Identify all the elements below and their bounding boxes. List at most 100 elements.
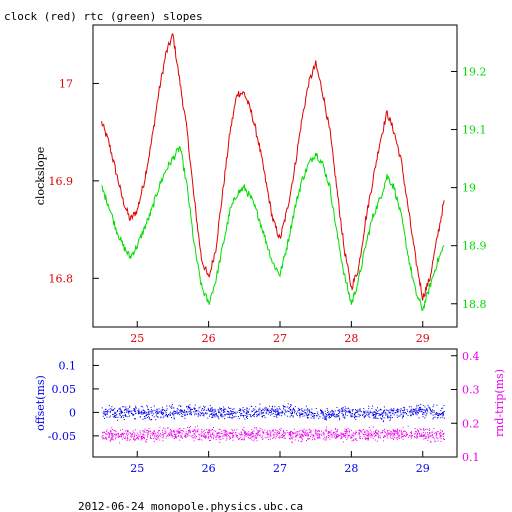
- scatter-point-rnd-trip: [207, 431, 209, 433]
- scatter-point-offset: [211, 407, 213, 409]
- scatter-point-rnd-trip: [177, 430, 179, 432]
- scatter-point-rnd-trip: [375, 430, 377, 431]
- scatter-point-offset: [112, 413, 114, 415]
- scatter-point-rnd-trip: [257, 434, 259, 436]
- scatter-point-rnd-trip: [348, 429, 350, 431]
- scatter-point-offset: [209, 405, 211, 407]
- scatter-point-rnd-trip: [253, 435, 255, 437]
- scatter-point-offset: [174, 411, 176, 413]
- scatter-point-offset: [390, 408, 392, 410]
- scatter-point-rnd-trip: [308, 431, 310, 433]
- scatter-point-rnd-trip: [368, 432, 370, 434]
- scatter-point-offset: [335, 414, 337, 416]
- scatter-point-offset: [373, 417, 375, 419]
- scatter-point-rnd-trip: [212, 437, 214, 439]
- scatter-point-rnd-trip: [202, 430, 204, 432]
- scatter-point-offset: [211, 417, 213, 419]
- scatter-point-rnd-trip: [292, 436, 294, 438]
- scatter-point-offset: [267, 410, 269, 412]
- scatter-point-rnd-trip: [226, 432, 228, 434]
- scatter-point-rnd-trip: [349, 434, 351, 436]
- scatter-point-rnd-trip: [153, 440, 155, 442]
- scatter-point-offset: [325, 418, 327, 419]
- scatter-point-offset: [214, 414, 216, 416]
- scatter-point-rnd-trip: [440, 435, 442, 437]
- scatter-point-rnd-trip: [203, 436, 204, 438]
- scatter-point-rnd-trip: [269, 433, 271, 435]
- scatter-point-offset: [264, 417, 266, 419]
- scatter-point-offset: [245, 411, 247, 413]
- scatter-point-rnd-trip: [311, 439, 313, 441]
- scatter-point-offset: [290, 415, 292, 417]
- scatter-point-rnd-trip: [118, 433, 119, 434]
- scatter-point-rnd-trip: [393, 434, 395, 435]
- scatter-point-rnd-trip: [269, 438, 271, 440]
- scatter-point-rnd-trip: [241, 439, 243, 440]
- scatter-point-rnd-trip: [266, 437, 268, 439]
- scatter-point-rnd-trip: [274, 432, 276, 434]
- scatter-point-offset: [116, 414, 118, 416]
- scatter-point-rnd-trip: [440, 434, 442, 436]
- scatter-point-rnd-trip: [251, 435, 253, 437]
- scatter-point-offset: [334, 410, 336, 412]
- scatter-point-rnd-trip: [203, 434, 205, 436]
- scatter-point-offset: [212, 416, 214, 418]
- scatter-point-rnd-trip: [364, 437, 366, 439]
- scatter-point-offset: [415, 413, 417, 415]
- scatter-point-rnd-trip: [251, 429, 253, 431]
- scatter-point-offset: [353, 414, 355, 416]
- scatter-point-rnd-trip: [279, 428, 281, 430]
- top-left-y-axis: 16.816.917: [49, 77, 99, 285]
- scatter-point-offset: [402, 414, 404, 416]
- scatter-point-rnd-trip: [139, 431, 141, 433]
- scatter-point-rnd-trip: [173, 430, 175, 431]
- scatter-point-rnd-trip: [410, 433, 412, 435]
- scatter-point-offset: [234, 416, 236, 418]
- scatter-point-rnd-trip: [231, 437, 233, 439]
- scatter-point-offset: [173, 413, 175, 415]
- scatter-point-offset: [379, 409, 381, 411]
- scatter-point-offset: [422, 412, 424, 414]
- scatter-point-rnd-trip: [113, 429, 115, 431]
- scatter-point-offset: [350, 416, 352, 418]
- scatter-point-rnd-trip: [209, 431, 210, 433]
- scatter-point-offset: [234, 412, 235, 414]
- scatter-point-offset: [442, 407, 444, 409]
- scatter-point-offset: [161, 408, 163, 410]
- scatter-point-rnd-trip: [204, 436, 206, 438]
- scatter-point-offset: [386, 413, 388, 415]
- scatter-point-offset: [142, 412, 144, 414]
- scatter-point-rnd-trip: [386, 433, 388, 435]
- scatter-point-offset: [162, 409, 163, 411]
- scatter-point-offset: [114, 411, 116, 413]
- scatter-point-rnd-trip: [209, 439, 210, 441]
- scatter-point-rnd-trip: [319, 437, 321, 439]
- scatter-point-offset: [209, 413, 211, 415]
- scatter-point-offset: [155, 419, 157, 421]
- scatter-point-rnd-trip: [439, 435, 441, 437]
- scatter-point-offset: [205, 409, 207, 411]
- scatter-point-offset: [302, 413, 304, 415]
- scatter-point-rnd-trip: [164, 428, 166, 430]
- scatter-point-offset: [143, 417, 145, 419]
- scatter-point-rnd-trip: [299, 436, 300, 438]
- scatter-point-rnd-trip: [363, 435, 365, 437]
- scatter-point-offset: [430, 410, 432, 412]
- scatter-point-offset: [380, 417, 382, 419]
- scatter-point-rnd-trip: [295, 434, 297, 436]
- scatter-point-offset: [272, 406, 273, 408]
- scatter-point-offset: [125, 409, 127, 411]
- scatter-point-rnd-trip: [102, 432, 104, 434]
- scatter-point-offset: [412, 411, 414, 413]
- scatter-point-offset: [246, 416, 247, 418]
- scatter-point-offset: [424, 411, 426, 413]
- scatter-point-rnd-trip: [231, 432, 233, 434]
- scatter-point-rnd-trip: [165, 430, 167, 432]
- scatter-point-offset: [155, 412, 157, 414]
- scatter-point-offset: [393, 409, 395, 411]
- scatter-point-rnd-trip: [248, 431, 250, 433]
- scatter-point-offset: [246, 416, 247, 418]
- scatter-point-offset: [438, 414, 440, 416]
- scatter-point-offset: [155, 415, 157, 417]
